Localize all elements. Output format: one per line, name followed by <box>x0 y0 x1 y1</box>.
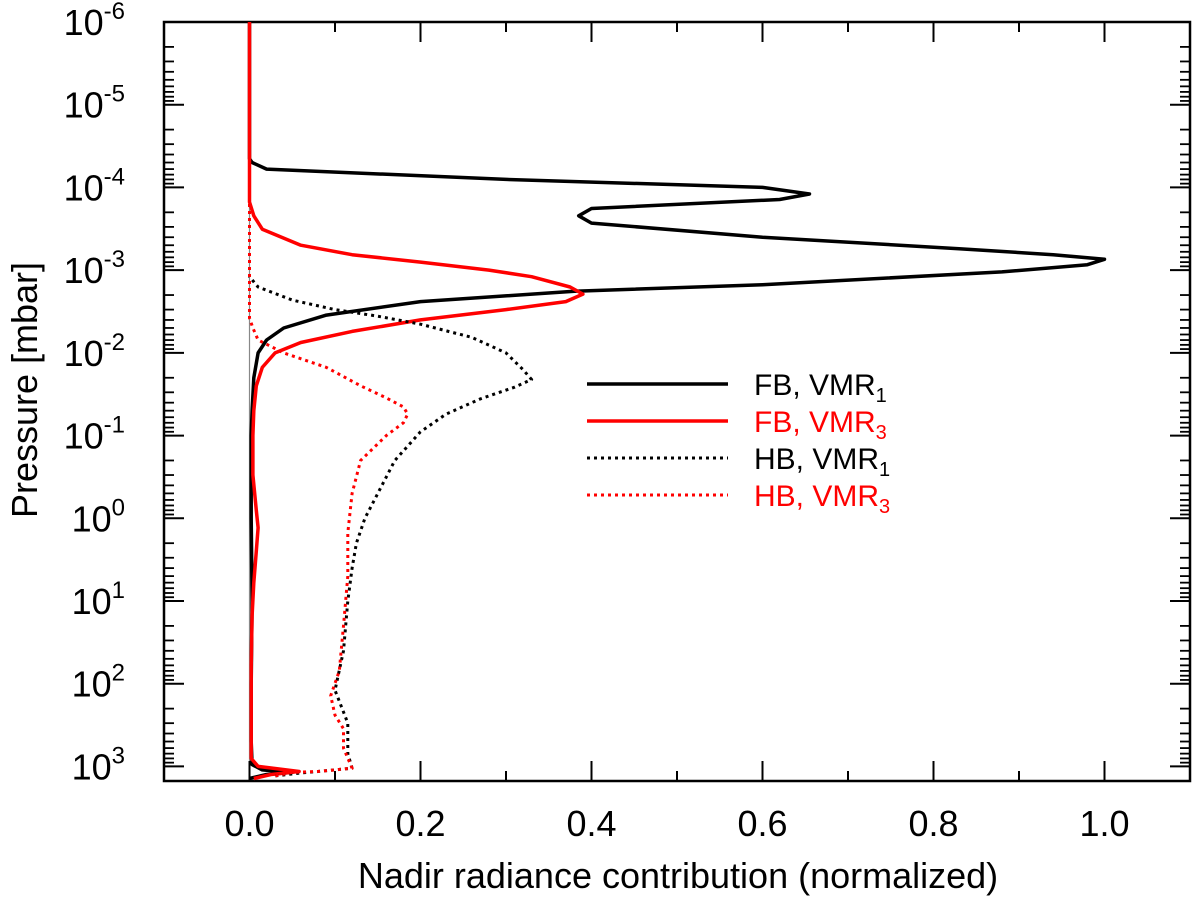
legend-label: FB, VMR3 <box>754 406 887 444</box>
x-tick-label: 0.6 <box>737 803 787 844</box>
y-tick-label: 10-5 <box>64 81 125 126</box>
plot-frame <box>162 20 1192 783</box>
y-tick-label: 103 <box>72 742 125 787</box>
legend-label: HB, VMR3 <box>754 480 890 518</box>
y-tick-label: 10-4 <box>64 163 125 208</box>
y-tick-label: 100 <box>72 494 125 539</box>
x-tick-label: 0.8 <box>908 803 958 844</box>
legend-label: HB, VMR1 <box>754 443 890 481</box>
x-tick-label: 1.0 <box>1079 803 1129 844</box>
axes: 0.0 0.2 0.4 0.6 0.8 1.0 10-6 10-5 10-4 10-3 10-2 10… <box>64 0 1192 844</box>
y-tick-label: 10-1 <box>64 412 125 457</box>
y-tick-label: 10-6 <box>64 0 125 43</box>
legend-label: FB, VMR1 <box>754 369 887 407</box>
series-line-2 <box>247 22 585 781</box>
x-tick-label: 0.2 <box>395 803 445 844</box>
y-tick-label: 101 <box>72 577 125 622</box>
series-group <box>247 22 1107 781</box>
series-line-1 <box>247 22 1107 781</box>
x-tick-label: 0.4 <box>566 803 616 844</box>
series-line-4 <box>248 22 410 778</box>
y-axis-label: Pressure [mbar] <box>4 262 45 518</box>
x-axis-label: Nadir radiance contribution (normalized) <box>358 855 998 896</box>
y-tick-label: 10-3 <box>64 246 125 291</box>
x-tick-label: 0.0 <box>224 803 274 844</box>
y-tick-label: 102 <box>72 660 125 705</box>
y-tick-label: 10-2 <box>64 329 125 374</box>
